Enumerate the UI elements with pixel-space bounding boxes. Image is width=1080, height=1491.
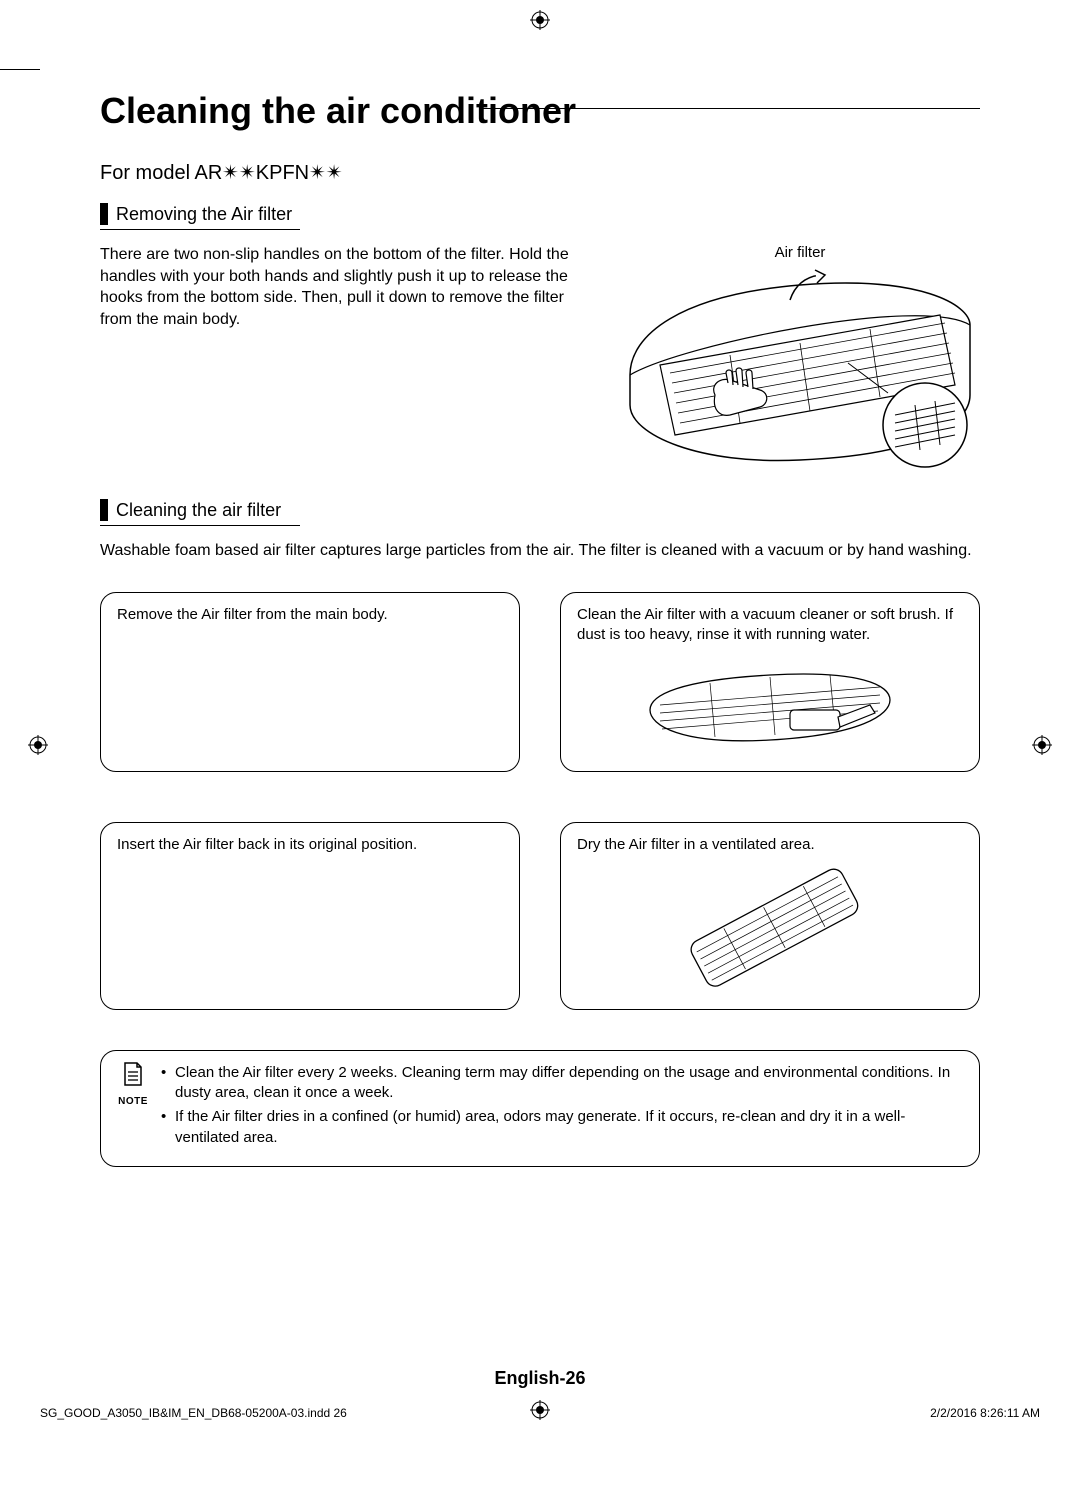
heading-bar-icon (100, 499, 108, 521)
section1-figure: Air filter (620, 244, 980, 475)
steps-grid: Remove the Air filter from the main body… (100, 592, 980, 1010)
section2-intro: Washable foam based air filter captures … (100, 540, 980, 562)
footer-file-info: SG_GOOD_A3050_IB&IM_EN_DB68-05200A-03.in… (40, 1406, 347, 1420)
section-removing-heading: Removing the Air filter (100, 203, 980, 225)
figure-label: Air filter (620, 244, 980, 261)
registration-mark-top (530, 10, 550, 30)
step-text: Remove the Air filter from the main body… (117, 606, 388, 623)
note-list: Clean the Air filter every 2 weeks. Clea… (161, 1063, 963, 1148)
step-card-2: Clean the Air filter with a vacuum clean… (560, 592, 980, 772)
note-label: NOTE (115, 1095, 151, 1109)
registration-mark-right (1032, 735, 1052, 755)
step-text: Insert the Air filter back in its origin… (117, 836, 417, 853)
note-icon: NOTE (115, 1061, 151, 1109)
model-subtitle: For model AR✴✴KPFN✴✴ (100, 160, 980, 185)
section-cleaning: Cleaning the air filter Washable foam ba… (100, 499, 980, 1167)
step-text: Dry the Air filter in a ventilated area. (577, 836, 815, 853)
note-box: NOTE Clean the Air filter every 2 weeks.… (100, 1050, 980, 1167)
section-rule (100, 229, 300, 230)
registration-mark-left (28, 735, 48, 755)
note-item: If the Air filter dries in a confined (o… (161, 1107, 963, 1148)
section-heading-text: Removing the Air filter (116, 204, 292, 225)
filter-vacuum-illustration (577, 655, 963, 755)
section1-row: There are two non-slip handles on the bo… (100, 244, 980, 475)
page-title: Cleaning the air conditioner (100, 90, 980, 132)
section-cleaning-heading: Cleaning the air filter (100, 499, 980, 521)
step-text: Clean the Air filter with a vacuum clean… (577, 606, 953, 643)
step-card-4: Dry the Air filter in a ventilated area. (560, 822, 980, 1010)
heading-bar-icon (100, 203, 108, 225)
footer-timestamp: 2/2/2016 8:26:11 AM (930, 1406, 1040, 1420)
page-content: Cleaning the air conditioner For model A… (100, 90, 980, 1167)
note-item: Clean the Air filter every 2 weeks. Clea… (161, 1063, 963, 1104)
section1-body: There are two non-slip handles on the bo… (100, 244, 600, 475)
air-conditioner-unit-illustration (620, 265, 980, 475)
filter-dry-illustration (577, 865, 963, 995)
registration-mark-bottom (530, 1400, 550, 1420)
crop-line-top (0, 30, 40, 70)
section-heading-text: Cleaning the air filter (116, 500, 281, 521)
section-rule (100, 525, 300, 526)
step-card-1: Remove the Air filter from the main body… (100, 592, 520, 772)
page-number: English-26 (0, 1368, 1080, 1389)
step-card-3: Insert the Air filter back in its origin… (100, 822, 520, 1010)
